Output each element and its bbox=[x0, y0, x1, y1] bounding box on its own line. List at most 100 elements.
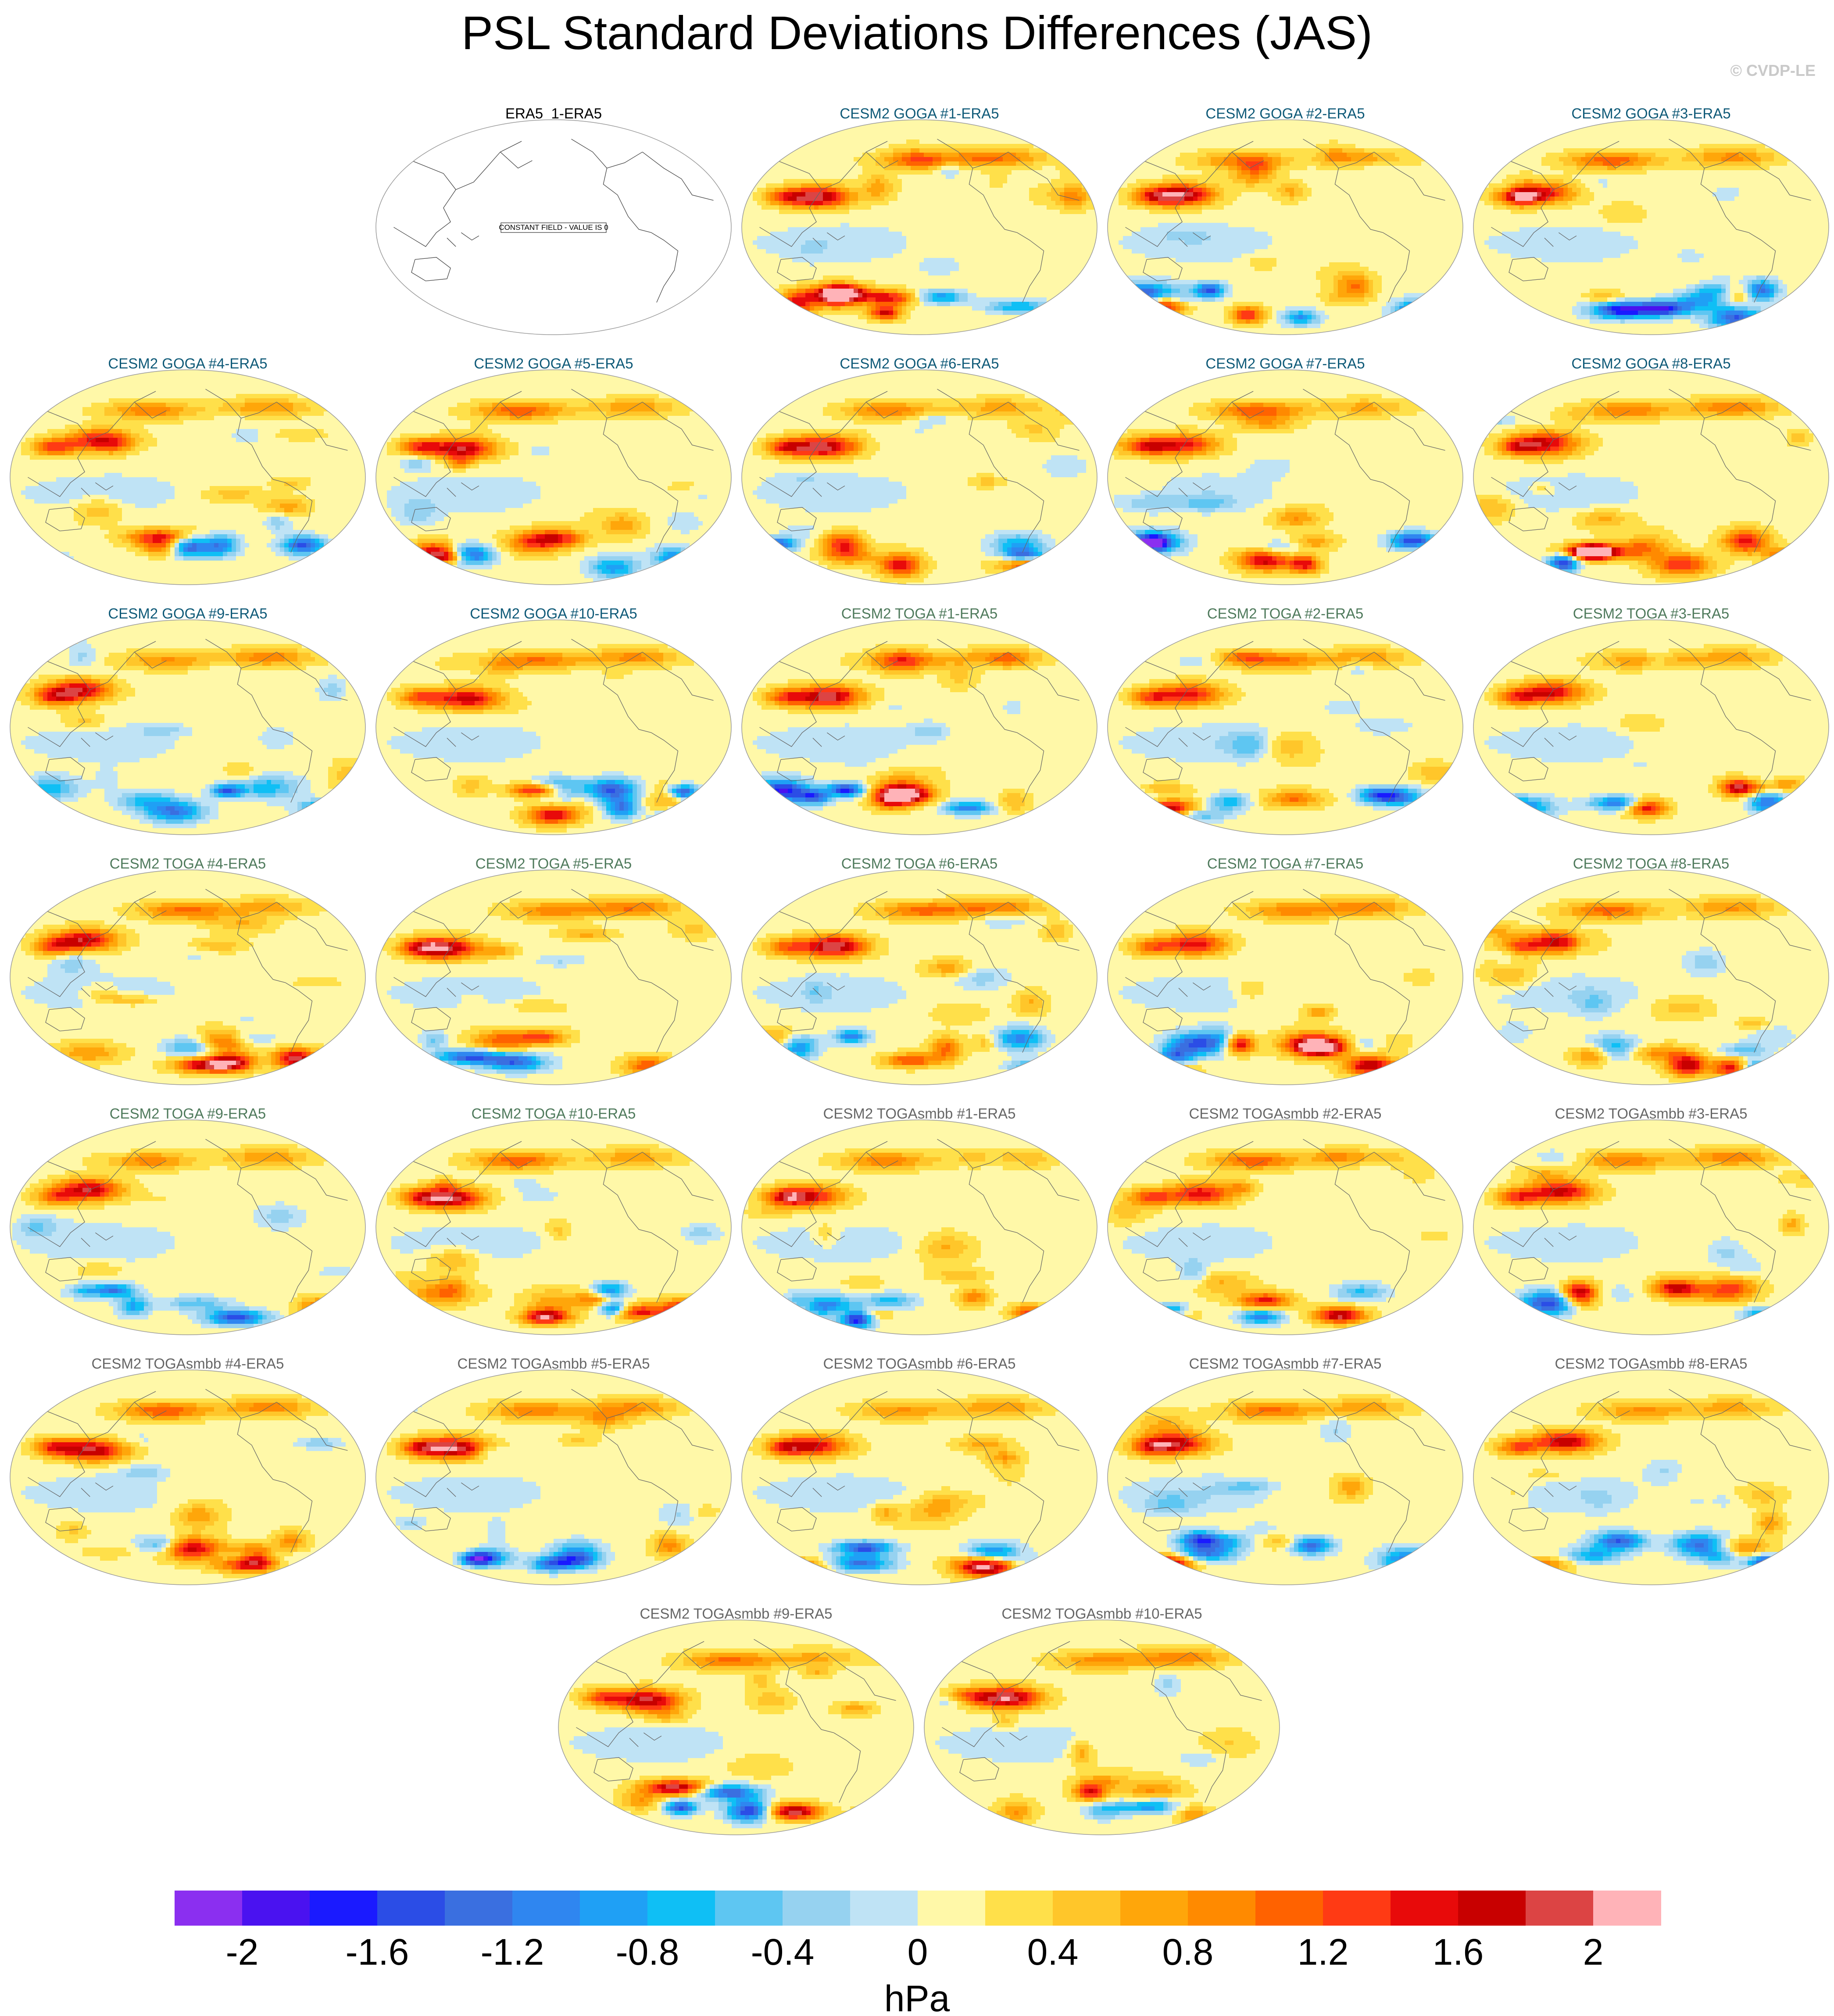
colorbar-tick-label: -2 bbox=[226, 1931, 259, 1973]
world-map bbox=[1105, 1368, 1465, 1587]
map-field bbox=[8, 1368, 368, 1587]
map-field bbox=[1105, 118, 1466, 337]
map-panel: CESM2 TOGA #3-ERA5 bbox=[1471, 605, 1831, 838]
map-panel: CESM2 TOGAsmbb #5-ERA5 bbox=[374, 1355, 733, 1588]
map-field bbox=[1471, 868, 1831, 1087]
map-panel: CESM2 GOGA #8-ERA5 bbox=[1471, 355, 1831, 588]
colorbar-tick-label: -1.6 bbox=[346, 1931, 409, 1973]
colorbar-swatch bbox=[242, 1891, 310, 1926]
colorbar-swatch bbox=[445, 1891, 513, 1926]
world-map bbox=[740, 368, 1099, 587]
map-panel: CESM2 GOGA #3-ERA5 bbox=[1471, 105, 1831, 338]
world-map bbox=[922, 1618, 1282, 1837]
colorbar-swatch bbox=[1323, 1891, 1391, 1926]
world-map bbox=[374, 1118, 733, 1337]
colorbar-tick-label: 0.8 bbox=[1162, 1931, 1214, 1973]
map-panel: CESM2 TOGAsmbb #4-ERA5 bbox=[8, 1355, 368, 1588]
map-field bbox=[1105, 868, 1466, 1087]
map-field bbox=[374, 618, 734, 837]
colorbar-tick-label: 1.2 bbox=[1298, 1931, 1349, 1973]
copyright-label: © CVDP-LE bbox=[1730, 61, 1816, 80]
colorbar-swatch bbox=[1391, 1891, 1459, 1926]
colorbar-swatch bbox=[377, 1891, 445, 1926]
world-map bbox=[1105, 1118, 1465, 1337]
map-panel: CESM2 GOGA #10-ERA5 bbox=[374, 605, 733, 838]
map-panel: CESM2 TOGA #5-ERA5 bbox=[374, 855, 733, 1088]
map-field bbox=[8, 368, 368, 587]
map-field bbox=[8, 1118, 368, 1337]
map-panel: ERA5_1-ERA5 CONSTANT FIELD - VALUE IS 0 bbox=[374, 105, 733, 338]
colorbar-swatch bbox=[1458, 1891, 1526, 1926]
world-map bbox=[8, 868, 368, 1087]
colorbar-swatch bbox=[1593, 1891, 1661, 1926]
world-map bbox=[8, 618, 368, 837]
colorbar-tick-label: 0.4 bbox=[1027, 1931, 1079, 1973]
colorbar-tick-label: 2 bbox=[1583, 1931, 1604, 1973]
map-field bbox=[8, 618, 368, 837]
map-panel: CESM2 GOGA #7-ERA5 bbox=[1105, 355, 1465, 588]
constant-field-label: CONSTANT FIELD - VALUE IS 0 bbox=[499, 223, 608, 232]
map-field bbox=[740, 618, 1100, 837]
map-field bbox=[374, 1118, 734, 1337]
world-map bbox=[740, 1118, 1099, 1337]
map-field bbox=[1105, 1118, 1466, 1337]
map-field bbox=[740, 1368, 1100, 1587]
map-panel: CESM2 TOGA #2-ERA5 bbox=[1105, 605, 1465, 838]
colorbar-swatch bbox=[647, 1891, 715, 1926]
map-panel: CESM2 TOGA #9-ERA5 bbox=[8, 1105, 368, 1338]
world-map bbox=[1471, 1368, 1831, 1587]
world-map bbox=[740, 618, 1099, 837]
map-panel: CESM2 TOGA #10-ERA5 bbox=[374, 1105, 733, 1338]
colorbar-swatch bbox=[985, 1891, 1053, 1926]
map-field bbox=[1105, 368, 1466, 587]
world-map bbox=[374, 1368, 733, 1587]
world-map bbox=[1471, 868, 1831, 1087]
map-field bbox=[922, 1618, 1282, 1837]
map-field bbox=[1105, 1368, 1466, 1587]
map-field bbox=[740, 868, 1100, 1087]
world-map bbox=[374, 618, 733, 837]
colorbar bbox=[175, 1891, 1661, 1926]
colorbar-tick-label: 0 bbox=[908, 1931, 928, 1973]
world-map bbox=[1471, 368, 1831, 587]
map-panel: CESM2 TOGAsmbb #9-ERA5 bbox=[556, 1605, 916, 1838]
world-map bbox=[1105, 368, 1465, 587]
colorbar-swatch bbox=[1053, 1891, 1121, 1926]
map-panel: CESM2 TOGA #8-ERA5 bbox=[1471, 855, 1831, 1088]
map-panel: CESM2 TOGA #1-ERA5 bbox=[740, 605, 1099, 838]
colorbar-units-label: hPa bbox=[0, 1977, 1834, 2016]
map-field bbox=[1471, 118, 1831, 337]
map-field bbox=[556, 1618, 916, 1837]
colorbar-swatch bbox=[783, 1891, 851, 1926]
map-panel: CESM2 GOGA #4-ERA5 bbox=[8, 355, 368, 588]
world-map bbox=[1105, 118, 1465, 337]
map-field bbox=[740, 368, 1100, 587]
map-field bbox=[1471, 1368, 1831, 1587]
world-map bbox=[1471, 1118, 1831, 1337]
world-map bbox=[740, 118, 1099, 337]
world-map bbox=[374, 368, 733, 587]
world-map bbox=[374, 868, 733, 1087]
map-panel: CESM2 TOGAsmbb #6-ERA5 bbox=[740, 1355, 1099, 1588]
map-panel: CESM2 GOGA #6-ERA5 bbox=[740, 355, 1099, 588]
map-panel: CESM2 TOGAsmbb #1-ERA5 bbox=[740, 1105, 1099, 1338]
colorbar-swatch bbox=[1120, 1891, 1188, 1926]
world-map bbox=[740, 1368, 1099, 1587]
map-panel: CESM2 TOGA #6-ERA5 bbox=[740, 855, 1099, 1088]
colorbar-tick-label: -1.2 bbox=[481, 1931, 544, 1973]
map-panel: CESM2 GOGA #2-ERA5 bbox=[1105, 105, 1465, 338]
figure-title: PSL Standard Deviations Differences (JAS… bbox=[0, 5, 1834, 60]
colorbar-tick-label: -0.4 bbox=[751, 1931, 815, 1973]
colorbar-swatch bbox=[1255, 1891, 1323, 1926]
world-map bbox=[1105, 618, 1465, 837]
map-field bbox=[374, 368, 734, 587]
map-field bbox=[740, 118, 1100, 337]
world-map bbox=[556, 1618, 916, 1837]
map-field bbox=[740, 1118, 1100, 1337]
world-map bbox=[1471, 118, 1831, 337]
map-panel: CESM2 TOGA #4-ERA5 bbox=[8, 855, 368, 1088]
colorbar-swatch bbox=[310, 1891, 378, 1926]
map-field bbox=[1471, 368, 1831, 587]
colorbar-swatch bbox=[850, 1891, 918, 1926]
